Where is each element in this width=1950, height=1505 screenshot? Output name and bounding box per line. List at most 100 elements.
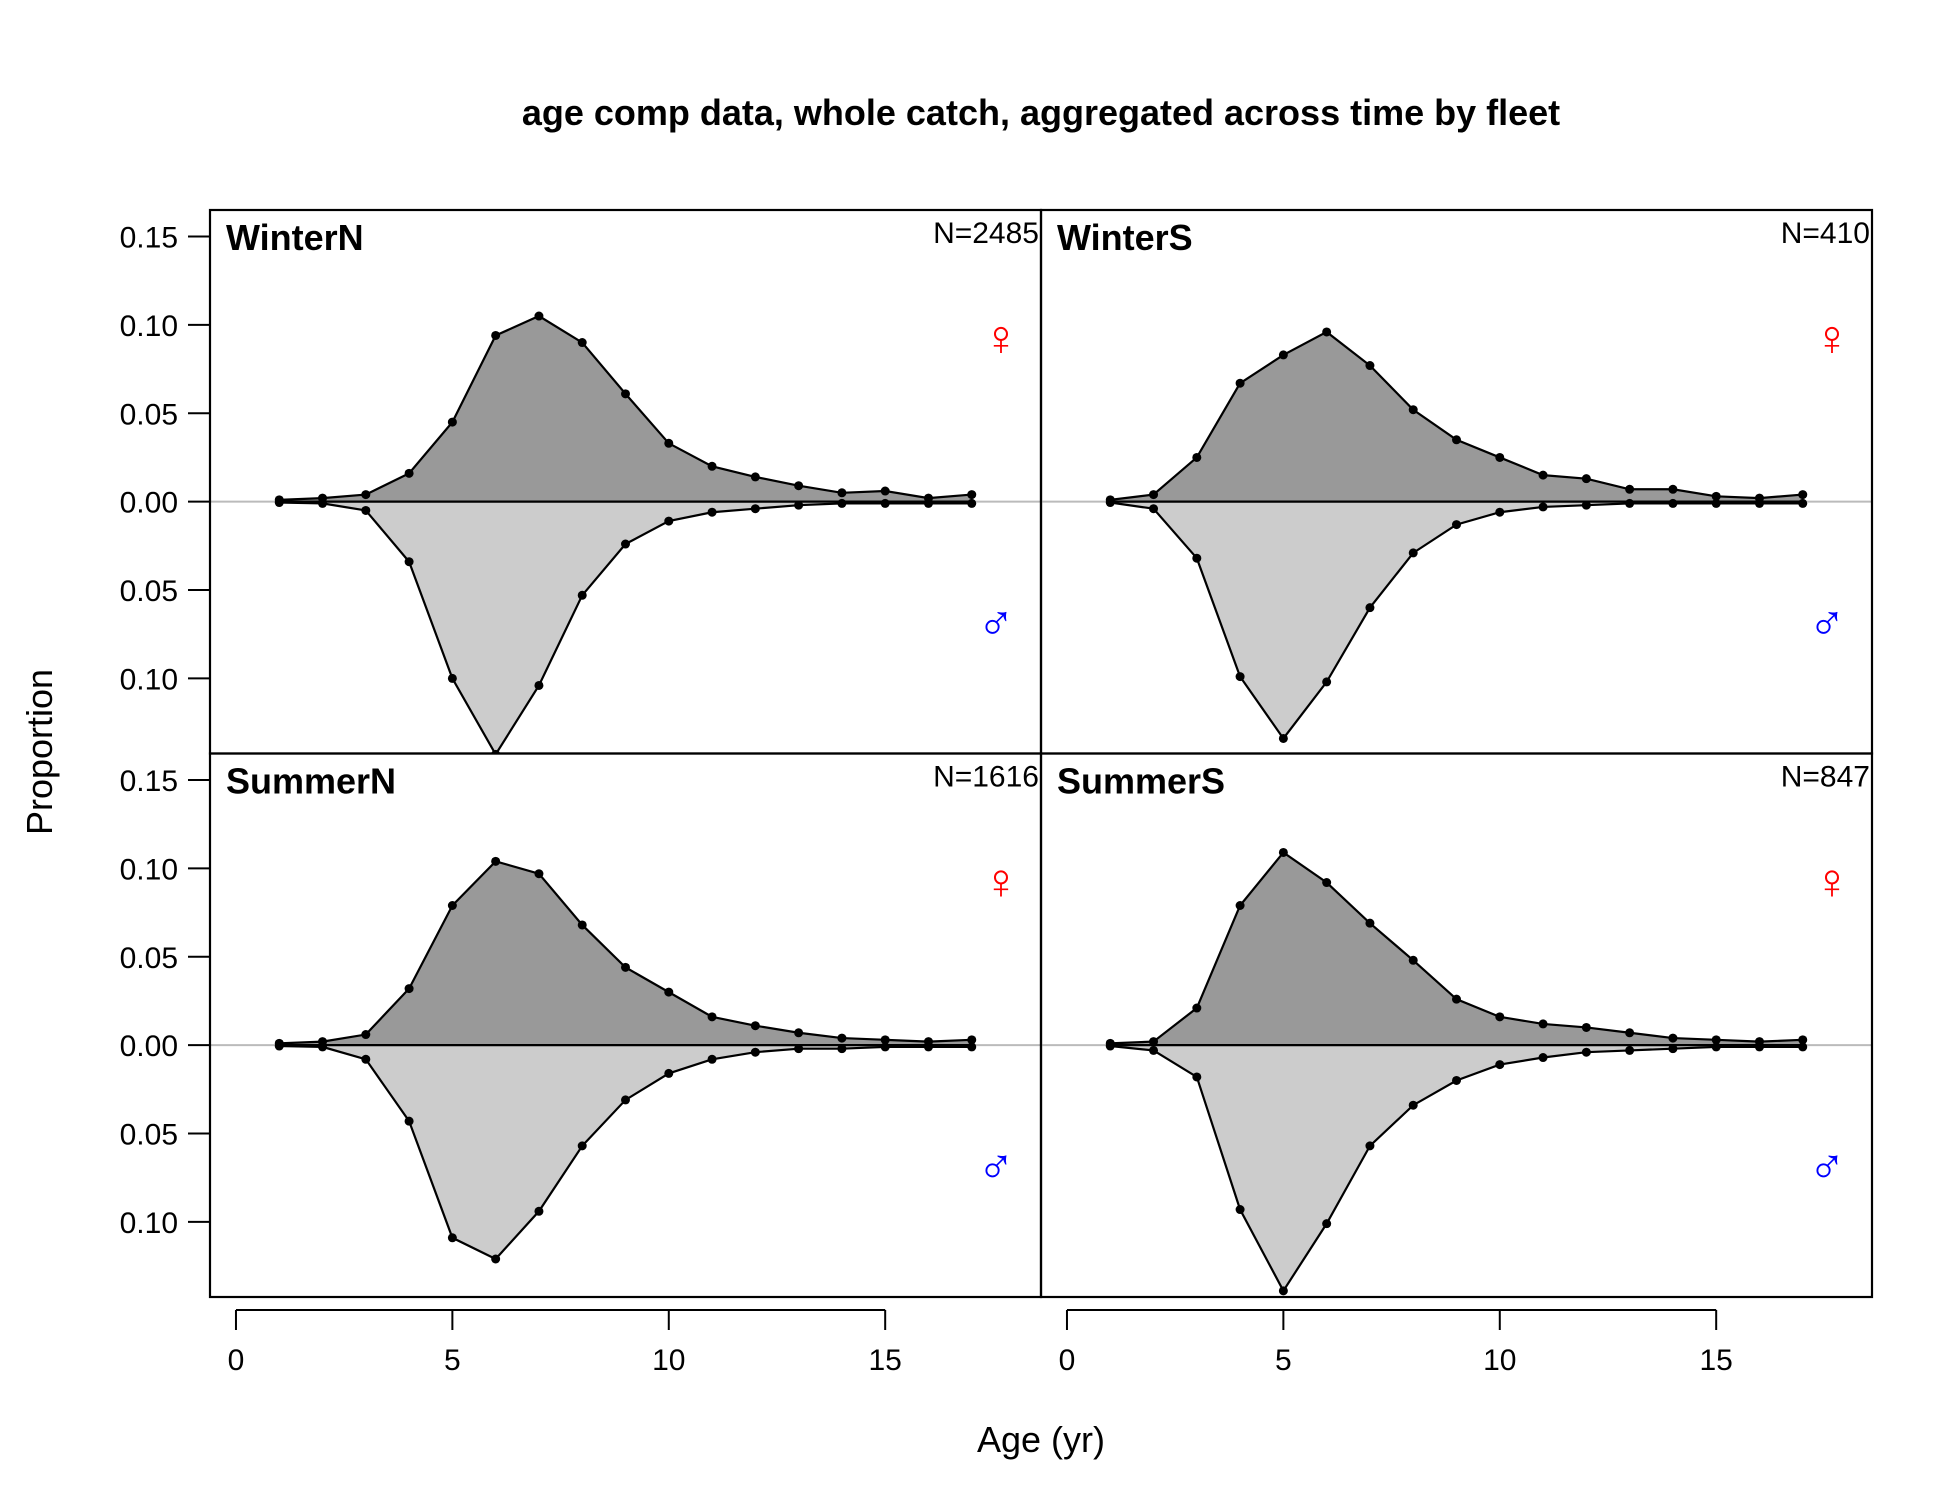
female-icon: ♀ xyxy=(1813,310,1851,366)
panel-n-label: N=847 xyxy=(1781,761,1870,794)
x-axis-label: Age (yr) xyxy=(977,1419,1105,1460)
male-point xyxy=(318,1042,328,1052)
female-point xyxy=(1798,1035,1808,1045)
female-point xyxy=(1408,955,1418,965)
y-axis-label: Proportion xyxy=(19,669,60,835)
x-tick-label: 15 xyxy=(1700,1344,1733,1377)
male-point xyxy=(318,498,328,508)
y-tick-label: 0.05 xyxy=(120,575,178,608)
y-tick-label: 0.15 xyxy=(120,222,178,255)
x-tick-label: 15 xyxy=(869,1344,902,1377)
female-point xyxy=(1668,1033,1678,1043)
male-point xyxy=(491,1254,501,1264)
female-point xyxy=(794,1028,804,1038)
male-point xyxy=(361,1054,371,1064)
female-point xyxy=(621,389,630,399)
female-point xyxy=(1149,490,1159,500)
male-icon: ♂ xyxy=(977,1139,1015,1195)
panel-inner xyxy=(210,311,1041,754)
female-point xyxy=(361,1030,371,1040)
male-icon: ♂ xyxy=(977,595,1015,651)
female-point xyxy=(1625,1028,1635,1038)
male-point xyxy=(1452,1075,1461,1085)
x-tick-label: 10 xyxy=(1483,1344,1516,1377)
male-point xyxy=(1538,502,1548,512)
x-tick-label: 10 xyxy=(652,1344,685,1377)
male-point xyxy=(361,505,371,515)
male-point xyxy=(1495,507,1505,517)
female-point xyxy=(404,984,414,994)
panel-inner xyxy=(1041,327,1872,743)
male-point xyxy=(274,1041,284,1051)
female-point xyxy=(1452,994,1461,1004)
male-point xyxy=(967,498,977,508)
female-point xyxy=(447,417,457,427)
y-tick-label: 0.05 xyxy=(120,942,178,975)
x-tick-label: 5 xyxy=(444,1344,461,1377)
female-point xyxy=(1625,484,1635,494)
female-point xyxy=(577,338,587,348)
male-point xyxy=(1322,677,1332,687)
panel-n-label: N=2485 xyxy=(933,217,1039,250)
panel-inner xyxy=(210,856,1041,1264)
male-point xyxy=(1192,1072,1202,1082)
male-point xyxy=(621,1095,630,1105)
panel-SummerN: SummerN N=1616 ♀ ♂ xyxy=(208,752,1043,1299)
female-area xyxy=(279,316,972,502)
male-point xyxy=(750,1047,760,1057)
chart-title: age comp data, whole catch, aggregated a… xyxy=(522,92,1560,133)
female-point xyxy=(1495,1012,1505,1022)
male-point xyxy=(1105,498,1115,508)
female-point xyxy=(750,472,760,482)
male-point xyxy=(1452,520,1461,530)
female-point xyxy=(1408,405,1418,415)
axes-layer: 0.15 0.10 0.05 0.00 0.05 0.10 0.15 0.10 0.05 0.00… xyxy=(120,222,1733,1377)
male-point xyxy=(664,516,674,526)
male-area xyxy=(1110,501,1803,739)
female-point xyxy=(491,330,501,340)
panel-frame xyxy=(1039,752,1874,1299)
female-point xyxy=(967,490,977,500)
female-point xyxy=(577,920,587,930)
female-point xyxy=(707,461,717,471)
female-point xyxy=(1322,327,1332,337)
female-point xyxy=(1668,484,1678,494)
male-point xyxy=(1408,1100,1418,1110)
male-point xyxy=(880,1042,890,1052)
panels-layer: WinterN N=2485 ♀ ♂ WinterS N=410 ♀ ♂ SummerN N=16… xyxy=(208,208,1874,1299)
female-icon: ♀ xyxy=(1813,854,1851,910)
male-point xyxy=(1538,1053,1548,1063)
female-point xyxy=(1798,490,1808,500)
y-tick-label: 0.05 xyxy=(120,1119,178,1152)
male-point xyxy=(1365,1141,1375,1151)
female-point xyxy=(1278,847,1288,857)
y-tick-label: 0.00 xyxy=(120,487,178,520)
female-point xyxy=(837,1033,847,1043)
female-point xyxy=(1235,901,1245,911)
panel-WinterS: WinterS N=410 ♀ ♂ xyxy=(1039,208,1874,755)
x-tick-label: 0 xyxy=(228,1344,245,1377)
female-point xyxy=(1581,1022,1591,1032)
male-point xyxy=(1798,1042,1808,1052)
female-point xyxy=(1581,474,1591,484)
female-point xyxy=(664,438,674,448)
female-point xyxy=(1538,470,1548,480)
male-point xyxy=(1711,1042,1721,1052)
y-tick-label: 0.10 xyxy=(120,663,178,696)
female-point xyxy=(837,488,847,498)
male-point xyxy=(880,498,890,508)
female-point xyxy=(1495,452,1505,462)
panel-label: WinterN xyxy=(226,217,364,258)
male-point xyxy=(404,1116,414,1126)
y-tick-label: 0.15 xyxy=(120,765,178,798)
female-point xyxy=(1192,1003,1202,1013)
male-point xyxy=(1798,498,1808,508)
female-point xyxy=(534,311,544,321)
male-point xyxy=(447,673,457,683)
male-point xyxy=(1495,1060,1505,1070)
male-point xyxy=(1322,1219,1332,1229)
female-point xyxy=(1322,878,1332,888)
male-point xyxy=(577,1141,587,1151)
male-point xyxy=(1754,498,1764,508)
